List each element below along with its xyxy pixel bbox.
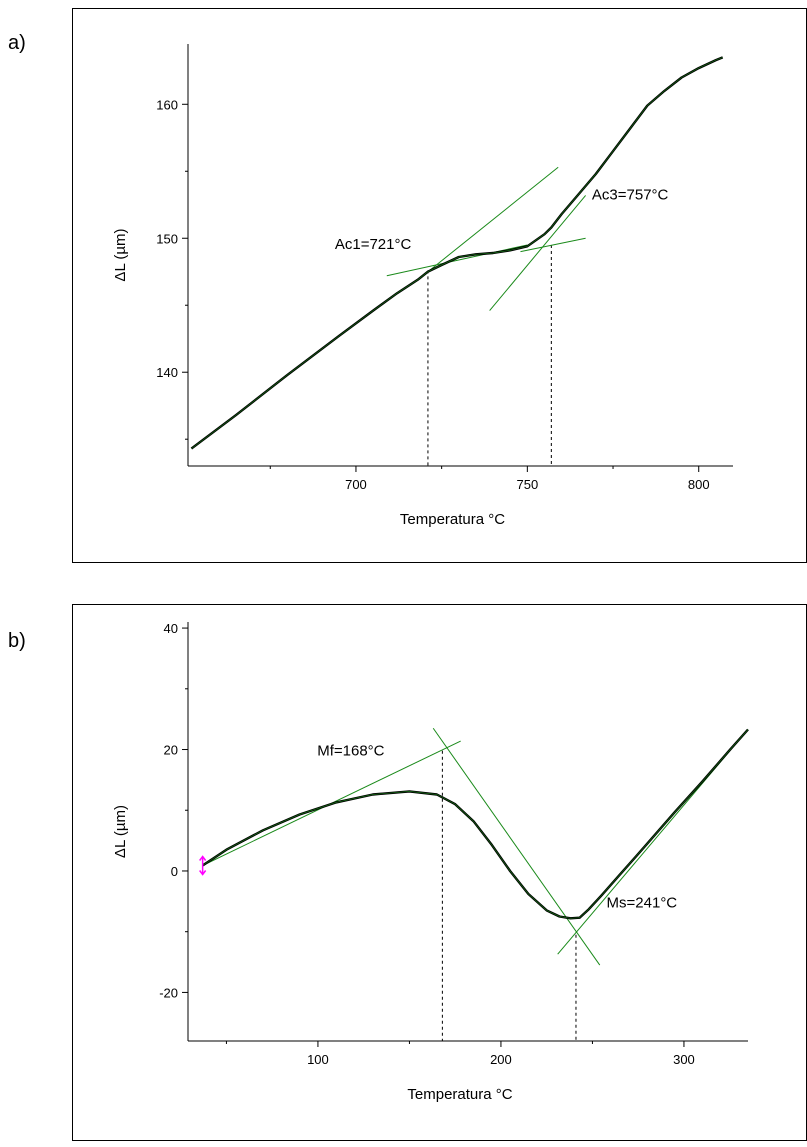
chart-b-x-tick-label: 200 [490,1052,512,1067]
chart-b-y-tick-label: 40 [164,621,178,636]
chart-a-x-tick-label: 800 [688,477,710,492]
chart-a-x-tick-label: 750 [516,477,538,492]
chart-b-tangent-line [432,727,601,966]
chart-b-group: 100 200 300 -20 0 20 40 Temperatura °C ΔL (µm) Mf… [112,621,749,1103]
chart-b-annotation: Mf=168°C [317,743,384,760]
chart-a-fit-overlay [191,57,723,449]
chart-a-y-axis-label: ΔL (µm) [112,228,129,281]
chart-a-y-tick-label: 160 [156,97,178,112]
chart-b-y-tick-label: -20 [159,985,178,1000]
chart-a-y-tick-label: 150 [156,231,178,246]
chart-b-x-tick-label: 100 [307,1052,329,1067]
chart-a-tangent-line [489,195,586,311]
chart-b-annotation: Ms=241°C [607,894,678,911]
chart-b-y-tick-label: 20 [164,743,178,758]
chart-a-data-curve [190,56,724,450]
chart-a-annotation: Ac1=721°C [335,236,412,253]
chart-b-x-axis-label: Temperatura °C [407,1086,512,1103]
chart-a-x-tick-label: 700 [345,477,367,492]
chart-b-x-tick-label: 300 [673,1052,695,1067]
chart-a-group: 700 750 800 140 150 160 Temperatura °C ΔL (µm) A… [112,44,733,528]
chart-b-y-tick-label: 0 [171,864,178,879]
chart-a-x-axis-label: Temperatura °C [400,511,505,528]
chart-a-annotation: Ac3=757°C [592,186,669,203]
chart-b-y-axis-label: ΔL (µm) [112,805,129,858]
panel-b-label: b) [8,630,26,652]
panel-a-label: a) [8,32,26,54]
chart-b-start-marker-arrows [199,855,207,876]
chart-a-tangent-line [520,237,586,253]
chart-a-tangent-line [427,166,559,273]
chart-a-y-tick-label: 140 [156,365,178,380]
chart-b-fit-overlay [202,729,749,919]
